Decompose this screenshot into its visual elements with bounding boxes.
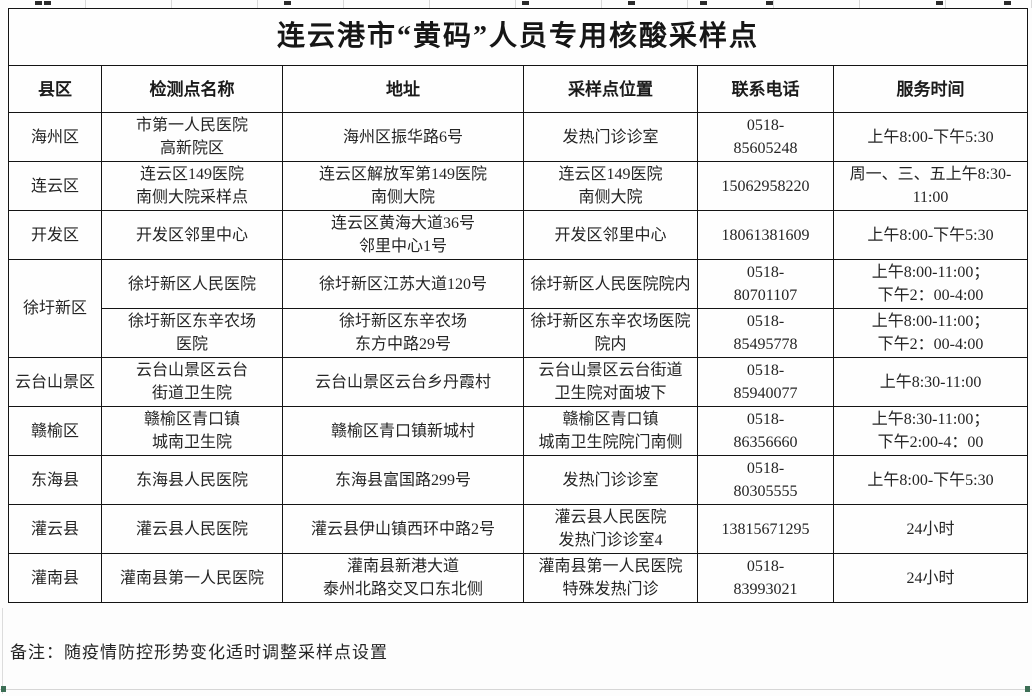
- corner-mark-artifact: [1, 686, 6, 692]
- cell-hours: 上午8:00-11:00； 下午2：00-4:00: [832, 259, 1029, 309]
- cell-district: 东海县: [8, 455, 102, 505]
- cell-hours: 24小时: [832, 504, 1029, 554]
- column-header-site-name: 检测点名称: [101, 65, 283, 113]
- cell-name: 连云区149医院 南侧大院采样点: [101, 161, 283, 211]
- column-header-address: 地址: [282, 65, 524, 113]
- cell-location: 连云区149医院 南侧大院: [523, 161, 698, 211]
- cell-address: 徐圩新区东辛农场 东方中路29号: [282, 308, 524, 358]
- cell-address: 云台山景区云台乡丹霞村: [282, 357, 524, 407]
- cell-location: 发热门诊诊室: [523, 112, 698, 162]
- artifact-mark: [628, 1, 635, 5]
- cell-district: 开发区: [8, 210, 102, 260]
- table-body: 海州区 市第一人民医院 高新院区 海州区振华路6号 发热门诊诊室 0518- 85605…: [8, 112, 1029, 603]
- cell-phone: 0518- 83993021: [697, 553, 834, 603]
- column-header-hours: 服务时间: [832, 65, 1029, 113]
- cell-phone: 0518- 80701107: [697, 259, 834, 309]
- cell-hours: 上午8:00-下午5:30: [832, 112, 1029, 162]
- cell-location: 赣榆区青口镇 城南卫生院院门南侧: [523, 406, 698, 456]
- cell-district: 灌云县: [8, 504, 102, 554]
- cell-phone: 15062958220: [697, 161, 834, 211]
- cell-location: 灌云县人民医院 发热门诊诊室4: [523, 504, 698, 554]
- cell-phone: 0518- 80305555: [697, 455, 834, 505]
- cell-hours: 上午8:30-11:00: [832, 357, 1029, 407]
- sampling-points-table: 连云港市“黄码”人员专用核酸采样点 县区 检测点名称 地址 采样点位置 联系电话…: [7, 8, 1029, 603]
- cell-name: 灌南县第一人民医院: [101, 553, 283, 603]
- cell-phone: 13815671295: [697, 504, 834, 554]
- cell-address: 灌云县伊山镇西环中路2号: [282, 504, 524, 554]
- artifact-mark: [284, 1, 291, 5]
- cell-district: 连云区: [8, 161, 102, 211]
- table-row: 赣榆区 赣榆区青口镇 城南卫生院 赣榆区青口镇新城村 赣榆区青口镇 城南卫生院院门南侧…: [8, 406, 1029, 456]
- cell-district: 云台山景区: [8, 357, 102, 407]
- table-row: 徐圩新区 徐圩新区人民医院 徐圩新区江苏大道120号 徐圩新区人民医院院内 0518- …: [8, 259, 1029, 358]
- artifact-mark: [766, 1, 773, 5]
- cell-phone: 0518- 85940077: [697, 357, 834, 407]
- cell-hours: 上午8:30-11:00； 下午2:00-4：00: [832, 406, 1029, 456]
- column-header-phone: 联系电话: [697, 65, 834, 113]
- cropped-top-row-artifact: [0, 0, 1032, 8]
- cell-name: 云台山景区云台 街道卫生院: [101, 357, 283, 407]
- table-row: 云台山景区 云台山景区云台 街道卫生院 云台山景区云台乡丹霞村 云台山景区云台街道 卫…: [8, 357, 1029, 407]
- cell-name: 东海县人民医院: [101, 455, 283, 505]
- cell-hours: 上午8:00-下午5:30: [832, 210, 1029, 260]
- artifact-mark: [35, 1, 42, 5]
- table-row: 连云区 连云区149医院 南侧大院采样点 连云区解放军第149医院 南侧大院 连云区1…: [8, 161, 1029, 211]
- table-row: 灌云县 灌云县人民医院 灌云县伊山镇西环中路2号 灌云县人民医院 发热门诊诊室4 138…: [8, 504, 1029, 554]
- table-row: 东海县 东海县人民医院 东海县富国路299号 发热门诊诊室 0518- 80305555…: [8, 455, 1029, 505]
- cell-hours: 24小时: [832, 553, 1029, 603]
- header-row: 县区 检测点名称 地址 采样点位置 联系电话 服务时间: [8, 65, 1029, 113]
- cell-location: 开发区邻里中心: [523, 210, 698, 260]
- cell-hours: 周一、三、五上午8:30- 11:00: [832, 161, 1029, 211]
- cell-name: 徐圩新区东辛农场 医院: [101, 308, 283, 358]
- cell-address: 连云区黄海大道36号 邻里中心1号: [282, 210, 524, 260]
- cell-location: 灌南县第一人民医院 特殊发热门诊: [523, 553, 698, 603]
- table-row: 海州区 市第一人民医院 高新院区 海州区振华路6号 发热门诊诊室 0518- 85605…: [8, 112, 1029, 162]
- column-header-district: 县区: [8, 65, 102, 113]
- cell-address: 徐圩新区江苏大道120号: [282, 259, 524, 309]
- bottom-gridline-artifact: [0, 689, 1032, 690]
- cell-address: 东海县富国路299号: [282, 455, 524, 505]
- cell-district: 灌南县: [8, 553, 102, 603]
- cell-phone: 18061381609: [697, 210, 834, 260]
- left-gridline-artifact: [2, 608, 3, 694]
- artifact-mark: [700, 1, 707, 5]
- cell-address: 赣榆区青口镇新城村: [282, 406, 524, 456]
- cell-phone: 0518- 85605248: [697, 112, 834, 162]
- cell-address: 灌南县新港大道 泰州北路交叉口东北侧: [282, 553, 524, 603]
- cell-location: 发热门诊诊室: [523, 455, 698, 505]
- cell-hours: 上午8:00-下午5:30: [832, 455, 1029, 505]
- cell-address: 海州区振华路6号: [282, 112, 524, 162]
- cell-location: 徐圩新区东辛农场医院 院内: [523, 308, 698, 358]
- cell-address: 连云区解放军第149医院 南侧大院: [282, 161, 524, 211]
- corner-mark-artifact: [1025, 686, 1030, 692]
- title-row: 连云港市“黄码”人员专用核酸采样点: [7, 8, 1029, 66]
- cell-location: 徐圩新区人民医院院内: [523, 259, 698, 309]
- table-row: 徐圩新区东辛农场 医院 徐圩新区东辛农场 东方中路29号 徐圩新区东辛农场医院 院内…: [9, 308, 1029, 358]
- cell-location: 云台山景区云台街道 卫生院对面坡下: [523, 357, 698, 407]
- cell-district: 海州区: [8, 112, 102, 162]
- cell-hours: 上午8:00-11:00； 下午2：00-4:00: [832, 308, 1029, 358]
- cell-district: 赣榆区: [8, 406, 102, 456]
- cell-phone: 0518- 85495778: [697, 308, 834, 358]
- artifact-mark: [1004, 1, 1011, 5]
- page-title: 连云港市“黄码”人员专用核酸采样点: [7, 8, 1029, 66]
- cell-name: 开发区邻里中心: [101, 210, 283, 260]
- cell-name: 徐圩新区人民医院: [101, 259, 283, 309]
- table-row: 灌南县 灌南县第一人民医院 灌南县新港大道 泰州北路交叉口东北侧 灌南县第一人民医院 …: [8, 553, 1029, 603]
- sampling-points-table-wrapper: 连云港市“黄码”人员专用核酸采样点 县区 检测点名称 地址 采样点位置 联系电话…: [7, 8, 1029, 603]
- table-row: 开发区 开发区邻里中心 连云区黄海大道36号 邻里中心1号 开发区邻里中心 180613…: [8, 210, 1029, 260]
- cell-name: 灌云县人民医院: [101, 504, 283, 554]
- artifact-mark: [44, 1, 51, 5]
- footnote: 备注：随疫情防控形势变化适时调整采样点设置: [10, 643, 388, 662]
- artifact-mark: [522, 1, 529, 5]
- cell-name: 赣榆区青口镇 城南卫生院: [101, 406, 283, 456]
- cell-district: 徐圩新区: [8, 259, 102, 358]
- artifact-mark: [936, 1, 943, 5]
- cell-phone: 0518- 86356660: [697, 406, 834, 456]
- cell-name: 市第一人民医院 高新院区: [101, 112, 283, 162]
- column-header-location: 采样点位置: [523, 65, 698, 113]
